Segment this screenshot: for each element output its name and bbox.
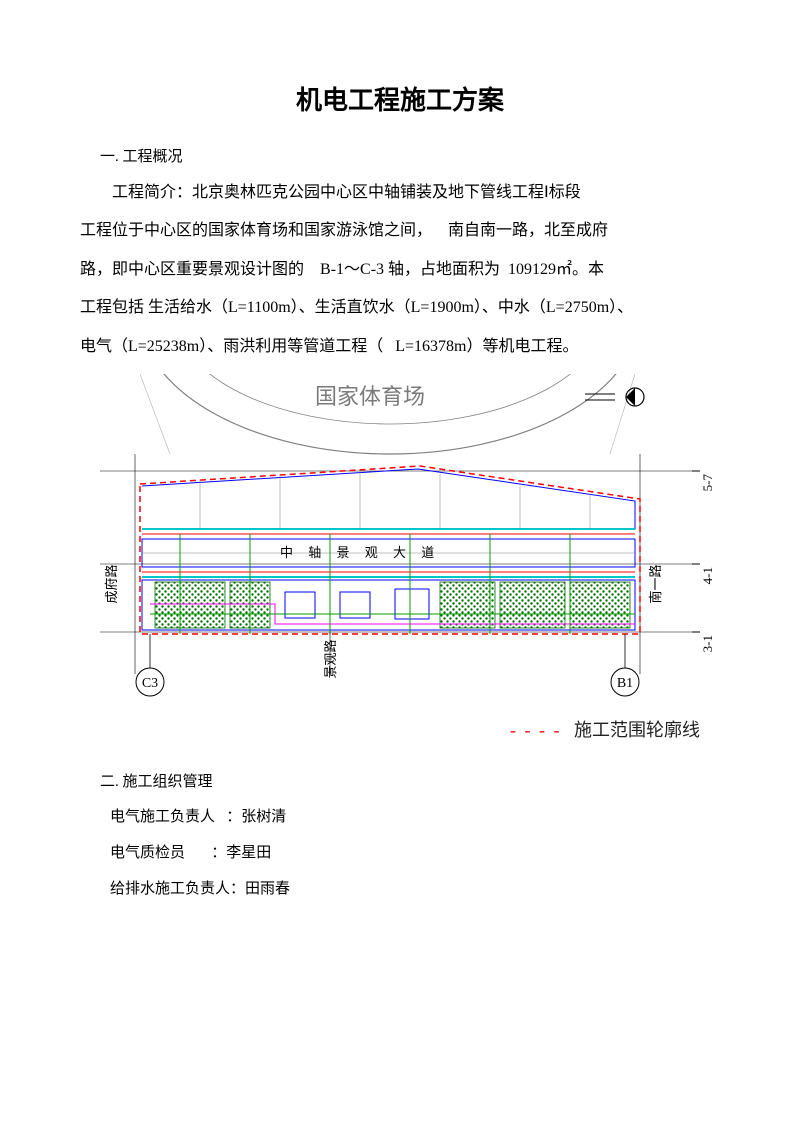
axis-b1: B1 (617, 676, 633, 691)
name: 李星田 (226, 845, 271, 861)
sep: ： (185, 845, 226, 861)
stadium-label: 国家体育场 (315, 384, 425, 409)
role: 给排水施工负责人： (110, 881, 245, 897)
name: 田雨春 (245, 881, 290, 897)
section1-paragraph: 工程简介：北京奥林匹克公园中心区中轴铺装及地下管线工程Ⅰ标段 工程位于中心区的国… (80, 174, 720, 366)
role: 电气质检员 (110, 845, 185, 861)
personnel-row: 电气施工负责人 ：张树清 (110, 799, 720, 835)
site-plan-diagram: 国家体育场 5-7 4-1 3-1 (80, 374, 720, 704)
tick-3-1: 3-1 (700, 635, 715, 652)
p3: 南自南一路，北至成府 (448, 222, 608, 239)
role: 电气施工负责人 (110, 809, 215, 825)
p4: 路，即中心区重要景观设计图的 (80, 261, 304, 278)
p5: B-1～C-3 轴，占地面积为 (320, 261, 500, 278)
road-mid-label: 景观路 (323, 639, 338, 678)
p8: 电气（L=25238m）、雨洪利用等管道工程（ (80, 338, 383, 355)
section2-heading: 二. 施工组织管理 (100, 770, 720, 791)
p1: 工程简介：北京奥林匹克公园中心区中轴铺装及地下管线工程Ⅰ标段 (112, 184, 581, 201)
personnel-row: 电气质检员 ：李星田 (110, 835, 720, 871)
p9: L=16378m）等机电工程。 (395, 338, 578, 355)
personnel-list: 电气施工负责人 ：张树清 电气质检员 ：李星田 给排水施工负责人：田雨春 (110, 799, 720, 907)
sep: ： (215, 809, 241, 825)
road-right-label: 南一路 (648, 564, 663, 603)
tick-5-7: 5-7 (700, 473, 715, 491)
road-left-label: 成府路 (104, 564, 119, 603)
name: 张树清 (241, 809, 286, 825)
p6: 109129㎡。本 (508, 261, 604, 278)
section1-heading: 一. 工程概况 (100, 145, 720, 166)
legend: - - - - 施工范围轮廓线 (80, 716, 720, 742)
personnel-row: 给排水施工负责人：田雨春 (110, 871, 720, 907)
axis-c3: C3 (142, 676, 158, 691)
legend-dash-icon: - - - - (510, 720, 561, 740)
p2: 工程位于中心区的国家体育场和国家游泳馆之间， (80, 222, 432, 239)
legend-text: 施工范围轮廓线 (574, 720, 700, 740)
tick-4-1: 4-1 (700, 567, 715, 584)
p7: 工程包括 生活给水（L=1100m）、生活直饮水（L=1900m）、中水（L=2… (80, 299, 633, 316)
page-title: 机电工程施工方案 (80, 80, 720, 117)
compass-icon (585, 388, 644, 406)
center-corridor-label: 中 轴 景 观 大 道 (280, 545, 440, 560)
